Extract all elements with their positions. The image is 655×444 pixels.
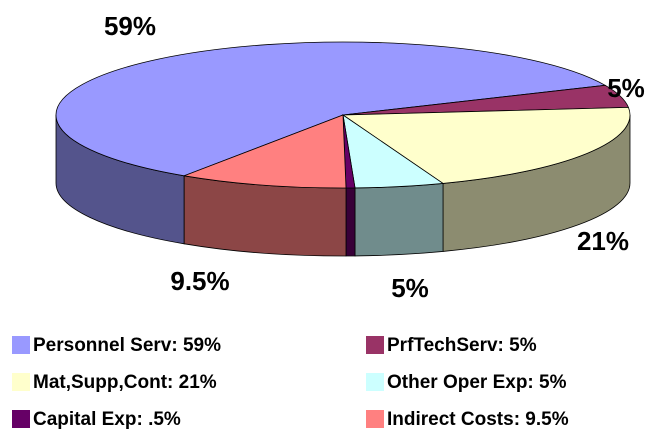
legend-label: Personnel Serv: 59% xyxy=(33,335,221,356)
legend-label: Capital Exp: .5% xyxy=(33,409,181,430)
legend-swatch xyxy=(366,410,384,428)
data-label: 9.5% xyxy=(170,266,229,296)
data-label: 5% xyxy=(391,273,429,303)
slice xyxy=(55,41,607,177)
slice-side xyxy=(354,182,444,257)
slice-side xyxy=(345,187,356,257)
data-label: 5% xyxy=(607,73,645,103)
legend-swatch xyxy=(12,336,30,354)
legend-swatch xyxy=(366,373,384,391)
data-label: 59% xyxy=(104,11,156,41)
slice xyxy=(182,114,347,189)
legend-swatch xyxy=(12,410,30,428)
legend-label: Indirect Costs: 9.5% xyxy=(387,409,569,430)
legend-label: Other Oper Exp: 5% xyxy=(387,372,567,393)
legend-label: PrfTechServ: 5% xyxy=(387,335,537,356)
legend-swatch xyxy=(366,336,384,354)
legend-label: Mat,Supp,Cont: 21% xyxy=(33,372,217,393)
data-label: 21% xyxy=(577,226,629,256)
legend-swatch xyxy=(12,373,30,391)
slice xyxy=(341,106,631,184)
